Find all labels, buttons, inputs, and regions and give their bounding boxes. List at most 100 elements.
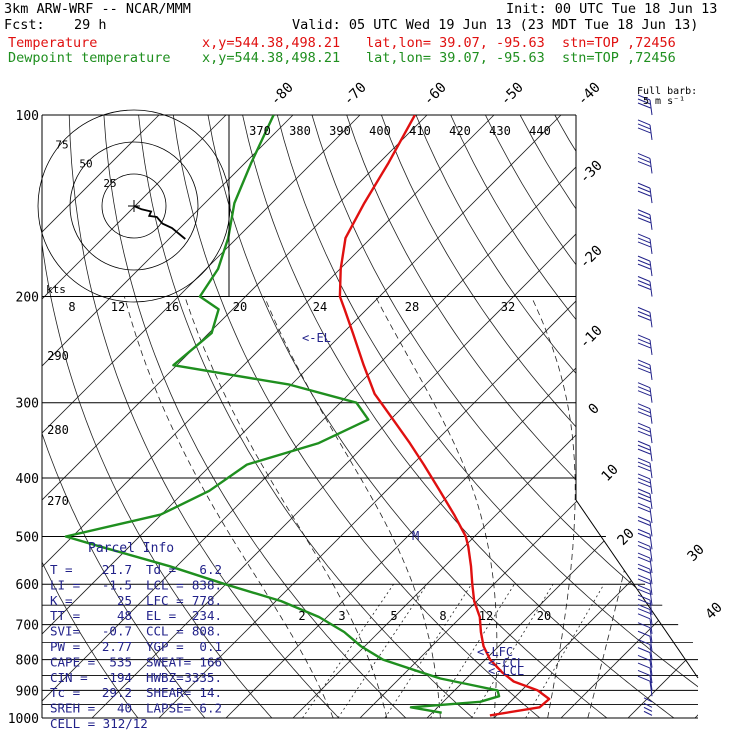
wind-barb-feather — [637, 263, 651, 270]
wind-barb-feather — [637, 390, 651, 397]
dry-adiabat — [623, 115, 698, 718]
wind-barb-feather — [637, 186, 651, 193]
wind-barb-feather — [637, 411, 651, 418]
wind-barb-feather — [637, 280, 651, 286]
parcel-info-cell: LAPSE= — [146, 701, 191, 716]
parcel-info-cell: Tc = — [50, 685, 80, 700]
mixing-ratio-label: 20 — [233, 300, 247, 314]
wind-barb-feather — [637, 488, 651, 495]
theta-label: 420 — [449, 124, 471, 138]
hodograph-units-label: kts — [46, 283, 66, 296]
parcel-info-title: Parcel Info — [88, 541, 174, 556]
wind-barb-feather — [637, 496, 651, 503]
wind-barb-staff — [649, 408, 653, 424]
wind-barb-feather — [637, 209, 651, 216]
parcel-info-cell: SHEAR= — [146, 685, 191, 700]
wind-barb-feather — [637, 363, 651, 370]
mixing-ratio-line — [525, 584, 605, 718]
valid-time: Valid: 05 UTC Wed 19 Jun 13 (23 MDT Tue … — [292, 17, 699, 33]
pressure-tick-label: 300 — [16, 397, 39, 412]
parcel-info-cell: Td = — [146, 562, 176, 577]
legend-dewpoint-latlon: lat,lon= 39.07, -95.63 — [366, 50, 545, 66]
parcel-info-cell: 25 — [117, 593, 132, 608]
wind-barb-feather — [637, 160, 651, 167]
mixing-ratio-line — [302, 584, 394, 718]
dry-adiabat-label: 280 — [47, 423, 69, 437]
wind-barb-staff — [649, 618, 653, 634]
parcel-info-cell: EL = — [146, 608, 176, 623]
parcel-info-cell: 48 — [117, 608, 132, 623]
wind-barb-feather — [637, 310, 651, 317]
wind-barb-feather — [637, 613, 651, 620]
level-label-lcl: <-LCL — [488, 664, 524, 678]
wind-barb — [637, 502, 653, 524]
wind-barb-feather — [637, 276, 651, 282]
wind-barb-feather — [637, 338, 651, 345]
wind-barb-staff — [649, 652, 653, 668]
wind-barb — [637, 209, 653, 230]
wind-barb-feather — [637, 532, 651, 539]
wind-barb-staff — [643, 706, 653, 712]
parcel-info-cell: 14. — [199, 685, 222, 700]
wind-barb — [637, 647, 653, 668]
wind-barb — [637, 233, 653, 255]
wind-barb-feather — [637, 127, 651, 134]
parcel-info-cell: SWEAT= — [146, 654, 191, 669]
dry-adiabat — [346, 115, 698, 718]
isotherm — [681, 115, 698, 718]
wind-barb-feather — [637, 481, 651, 488]
mixing-ratio-label: 16 — [165, 300, 179, 314]
wind-barb — [637, 382, 653, 403]
wind-barb-feather — [637, 552, 651, 559]
wind-barb-staff — [649, 428, 653, 444]
parcel-info-cell: CCL = — [146, 624, 184, 639]
isotherm-label: 30 — [685, 542, 708, 565]
theta-label: 410 — [409, 124, 431, 138]
dry-adiabat — [554, 115, 698, 718]
wind-barb-feather — [637, 502, 651, 509]
wind-barb-feather — [637, 342, 651, 349]
wind-barb-feather — [637, 574, 651, 581]
wind-barb — [637, 422, 653, 444]
parcel-info-cell: LCL = — [146, 577, 184, 592]
mixing-ratio-line — [384, 584, 472, 718]
pressure-tick-label: 800 — [16, 654, 39, 669]
parcel-info-cell: 2.77 — [102, 639, 132, 654]
hodograph-ring-label: 50 — [79, 158, 92, 171]
wind-barb-feather — [637, 190, 651, 197]
wind-barb — [637, 403, 653, 424]
wind-barb-staff — [649, 660, 653, 676]
level-label-ccl: <-CCL — [488, 656, 524, 670]
theta-label: 430 — [489, 124, 511, 138]
wind-barb-feather — [637, 465, 651, 472]
parcel-info-cell: CIN = — [50, 670, 88, 685]
wind-barb — [637, 540, 653, 562]
parcel-info-cell: -194 — [102, 670, 132, 685]
isotherm — [42, 115, 495, 718]
wind-barb-feather — [637, 516, 651, 522]
wind-barb-feather — [637, 639, 651, 646]
wind-barb-feather — [637, 407, 651, 414]
wind-barb-feather — [637, 119, 651, 126]
wind-barb-staff — [649, 636, 653, 652]
isotherm — [212, 115, 698, 718]
barb-key-unit: 5 m s⁻¹ — [643, 96, 685, 107]
wind-barb — [637, 675, 653, 697]
wind-barb-feather — [637, 386, 651, 393]
isotherm — [42, 115, 428, 718]
wind-barb — [637, 473, 653, 494]
dry-adiabat — [172, 115, 541, 718]
wind-barb-staff — [649, 579, 653, 595]
dry-adiabat — [485, 115, 698, 718]
isotherm — [42, 115, 227, 718]
wind-barb-feather — [637, 444, 651, 451]
wind-barb-feather — [637, 306, 651, 313]
theta-label: 380 — [289, 124, 311, 138]
mixing-ratio-label: 20 — [537, 609, 551, 623]
hodograph-ring-label: 75 — [55, 138, 68, 151]
legend-temperature-stn: stn=TOP ,72456 — [562, 35, 676, 51]
isotherm — [42, 115, 294, 718]
wind-barb — [637, 662, 653, 684]
legend-dewpoint-xy: x,y=544.38,498.21 — [202, 50, 341, 66]
wind-barb-feather — [637, 604, 651, 611]
